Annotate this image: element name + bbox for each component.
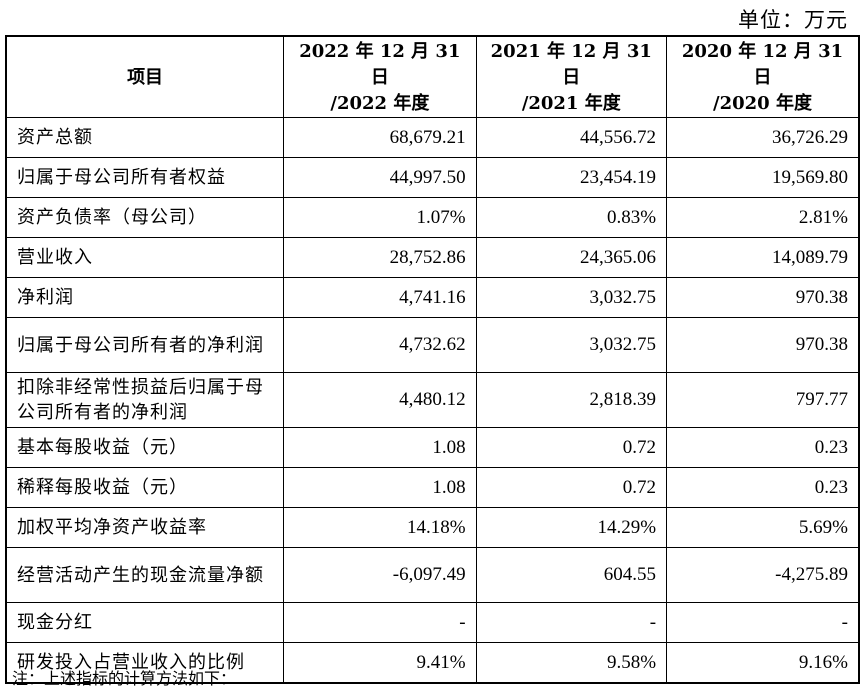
value-2020: 0.23 [666, 427, 860, 468]
row-label: 资产总额 [5, 117, 285, 158]
header-2022-date: 2022 年 12 月 31 日 [299, 41, 461, 88]
value-2022: - [283, 602, 477, 643]
value-2022: 68,679.21 [283, 117, 477, 158]
value-2022: -6,097.49 [283, 547, 477, 603]
value-2020: 0.23 [666, 467, 860, 508]
value-2021: 0.72 [475, 467, 668, 508]
header-item: 项目 [5, 35, 285, 118]
value-2022: 9.41% [283, 642, 477, 684]
table-row: 资产负债率（母公司） 1.07% 0.83% 2.81% [5, 197, 860, 238]
row-label: 资产负债率（母公司） [5, 197, 285, 238]
header-2020: 2020 年 12 月 31 日 /2020 年度 [666, 35, 860, 118]
value-2022: 1.08 [283, 427, 477, 468]
value-2022: 4,732.62 [283, 317, 477, 373]
table-row: 扣除非经常性损益后归属于母公司所有者的净利润 4,480.12 2,818.39… [5, 372, 860, 428]
table-row: 加权平均净资产收益率 14.18% 14.29% 5.69% [5, 507, 860, 548]
value-2022: 28,752.86 [283, 237, 477, 278]
value-2022: 1.08 [283, 467, 477, 508]
table-header-row: 项目 2022 年 12 月 31 日 /2022 年度 2021 年 12 月… [5, 35, 860, 118]
value-2021: 3,032.75 [475, 277, 668, 318]
table-row: 营业收入 28,752.86 24,365.06 14,089.79 [5, 237, 860, 278]
value-2020: - [666, 602, 860, 643]
value-2020: 19,569.80 [666, 157, 860, 198]
table-row: 现金分红 - - - [5, 602, 860, 643]
value-2020: 970.38 [666, 277, 860, 318]
value-2022: 1.07% [283, 197, 477, 238]
row-label: 基本每股收益（元） [5, 427, 285, 468]
row-label: 扣除非经常性损益后归属于母公司所有者的净利润 [5, 372, 285, 428]
table-row: 经营活动产生的现金流量净额 -6,097.49 604.55 -4,275.89 [5, 547, 860, 603]
value-2021: 0.83% [475, 197, 668, 238]
value-2021: 23,454.19 [475, 157, 668, 198]
footnote: 注：上述指标的计算方法如下： [12, 669, 237, 688]
table-row: 稀释每股收益（元） 1.08 0.72 0.23 [5, 467, 860, 508]
value-2022: 4,741.16 [283, 277, 477, 318]
value-2021: 604.55 [475, 547, 668, 603]
value-2021: 14.29% [475, 507, 668, 548]
value-2020: -4,275.89 [666, 547, 860, 603]
row-label: 净利润 [5, 277, 285, 318]
header-2020-year: /2020 年度 [713, 93, 812, 114]
value-2020: 36,726.29 [666, 117, 860, 158]
table-row: 基本每股收益（元） 1.08 0.72 0.23 [5, 427, 860, 468]
value-2020: 14,089.79 [666, 237, 860, 278]
unit-label: 单位：万元 [738, 8, 848, 32]
row-label: 加权平均净资产收益率 [5, 507, 285, 548]
value-2020: 797.77 [666, 372, 860, 428]
row-label: 归属于母公司所有者权益 [5, 157, 285, 198]
row-label: 现金分红 [5, 602, 285, 643]
value-2021: 3,032.75 [475, 317, 668, 373]
value-2022: 4,480.12 [283, 372, 477, 428]
row-label: 经营活动产生的现金流量净额 [5, 547, 285, 603]
value-2021: 9.58% [475, 642, 668, 684]
header-2021: 2021 年 12 月 31 日 /2021 年度 [475, 35, 668, 118]
row-label: 营业收入 [5, 237, 285, 278]
value-2022: 44,997.50 [283, 157, 477, 198]
table-row: 归属于母公司所有者的净利润 4,732.62 3,032.75 970.38 [5, 317, 860, 373]
value-2021: - [475, 602, 668, 643]
value-2021: 0.72 [475, 427, 668, 468]
value-2020: 2.81% [666, 197, 860, 238]
header-2021-year: /2021 年度 [521, 93, 621, 114]
value-2020: 970.38 [666, 317, 860, 373]
value-2020: 9.16% [666, 642, 860, 684]
financial-summary-table: 项目 2022 年 12 月 31 日 /2022 年度 2021 年 12 月… [5, 35, 860, 684]
value-2021: 24,365.06 [475, 237, 668, 278]
table-row: 净利润 4,741.16 3,032.75 970.38 [5, 277, 860, 318]
header-2021-date: 2021 年 12 月 31 日 [490, 41, 652, 88]
value-2021: 2,818.39 [475, 372, 668, 428]
row-label: 归属于母公司所有者的净利润 [5, 317, 285, 373]
table-row: 归属于母公司所有者权益 44,997.50 23,454.19 19,569.8… [5, 157, 860, 198]
header-2020-date: 2020 年 12 月 31 日 [681, 41, 844, 88]
header-2022-year: /2022 年度 [330, 93, 430, 114]
value-2021: 44,556.72 [475, 117, 668, 158]
table-row: 资产总额 68,679.21 44,556.72 36,726.29 [5, 117, 860, 158]
header-2022: 2022 年 12 月 31 日 /2022 年度 [283, 35, 477, 118]
value-2020: 5.69% [666, 507, 860, 548]
row-label: 稀释每股收益（元） [5, 467, 285, 508]
value-2022: 14.18% [283, 507, 477, 548]
